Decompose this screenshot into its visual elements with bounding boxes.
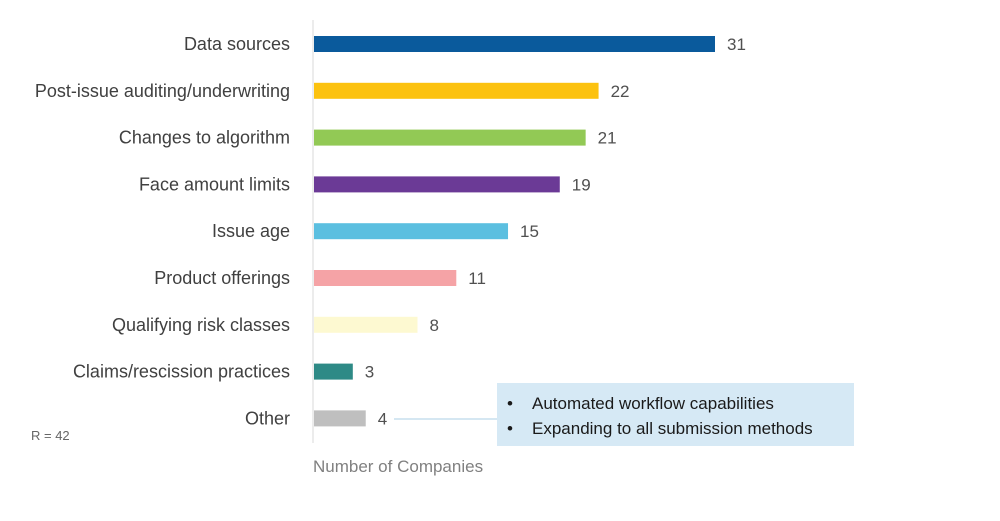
value-labels-group: 31 22 21 19 15 11 8 3 4 — [365, 35, 746, 428]
bullet-icon: • — [507, 419, 513, 438]
x-axis-title: Number of Companies — [313, 457, 483, 476]
bar — [314, 36, 715, 52]
bar — [314, 82, 599, 99]
bar — [314, 270, 457, 286]
category-label: Other — [245, 408, 290, 428]
category-label: Data sources — [184, 34, 290, 54]
category-label: Post-issue auditing/underwriting — [35, 81, 290, 101]
value-label: 11 — [468, 269, 486, 288]
value-label: 8 — [429, 316, 438, 335]
category-label: Issue age — [212, 221, 290, 241]
bullet-icon: • — [507, 394, 513, 413]
category-label: Changes to algorithm — [119, 128, 290, 148]
callout-box: • Automated workflow capabilities • Expa… — [497, 383, 854, 446]
value-label: 15 — [520, 222, 539, 241]
callout-item: • Automated workflow capabilities — [503, 391, 844, 416]
callout-item-text: Automated workflow capabilities — [532, 394, 774, 413]
bar — [314, 176, 560, 193]
bar — [314, 316, 418, 333]
category-label: Qualifying risk classes — [112, 315, 290, 335]
category-label: Face amount limits — [139, 174, 290, 194]
value-label: 3 — [365, 363, 374, 382]
callout-item: • Expanding to all submission methods — [503, 416, 844, 441]
category-labels-group: Data sources Post-issue auditing/underwri… — [35, 34, 290, 428]
value-label: 21 — [598, 129, 617, 148]
value-label: 4 — [378, 409, 387, 428]
bar — [314, 363, 353, 380]
category-label: Product offerings — [154, 268, 290, 288]
bar — [314, 410, 366, 427]
callout-item-text: Expanding to all submission methods — [532, 419, 813, 438]
bar — [314, 223, 509, 240]
respondent-count-note: R = 42 — [31, 428, 70, 443]
value-label: 19 — [572, 175, 591, 194]
value-label: 22 — [611, 82, 630, 101]
bar — [314, 129, 586, 146]
category-label: Claims/rescission practices — [73, 362, 290, 382]
bars-group — [314, 36, 715, 427]
callout-list: • Automated workflow capabilities • Expa… — [503, 391, 844, 441]
value-label: 31 — [727, 35, 746, 54]
